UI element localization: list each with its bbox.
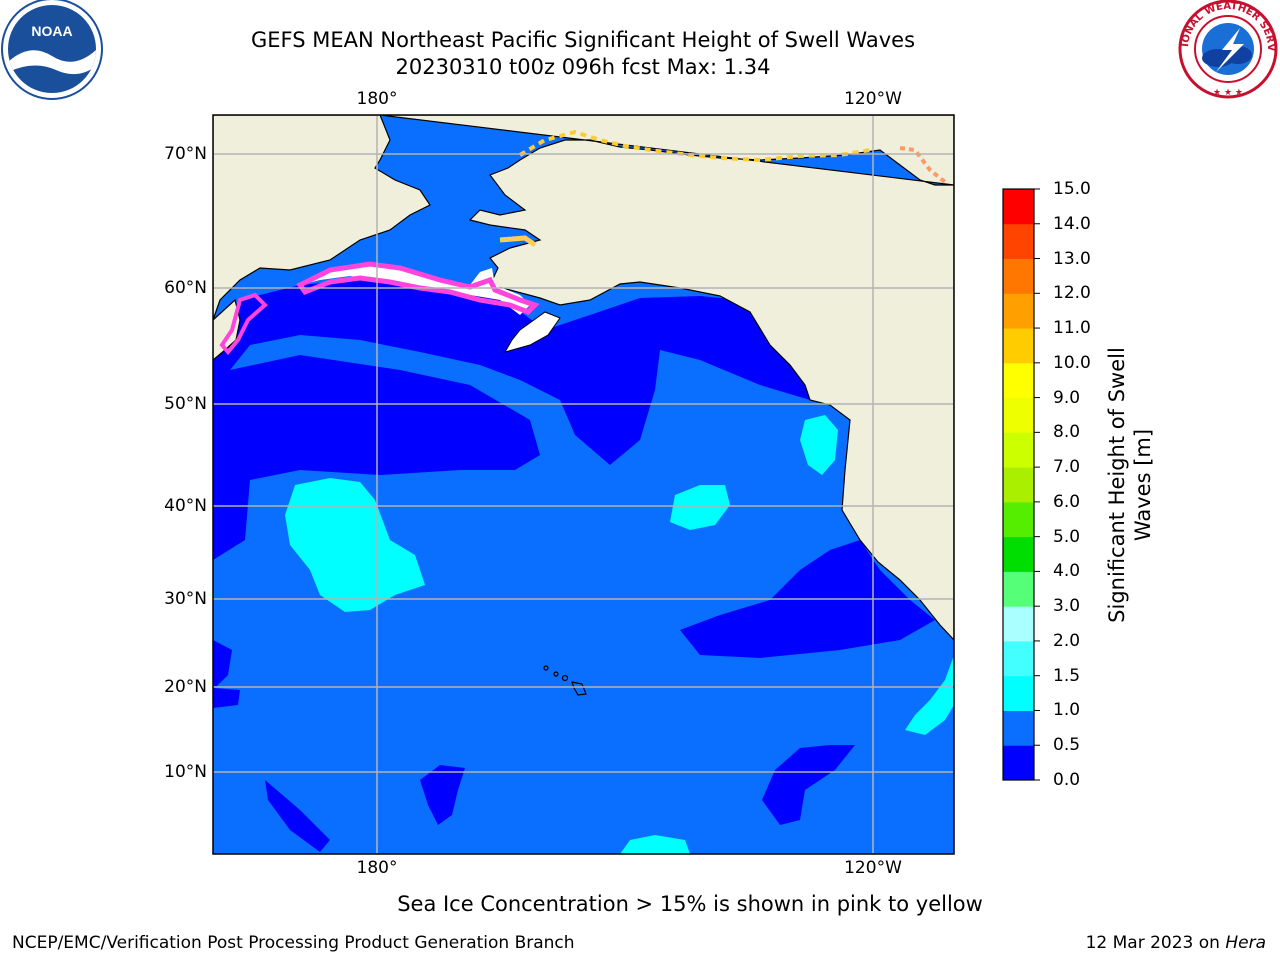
lat-tick-40n: 40°N — [164, 496, 207, 516]
colorbar-segment — [1003, 745, 1034, 781]
sea-ice-edge-kamchatka — [219, 292, 268, 356]
colorbar-tick-label: 0.0 — [1053, 770, 1081, 790]
colorbar-tick-label: 0.5 — [1053, 735, 1081, 756]
land-chukotka — [213, 115, 431, 321]
colorbar-tick-label: 13.0 — [1053, 248, 1091, 269]
high-swell-region-southeast — [905, 655, 954, 735]
date-line: 12 Mar 2023 on Hera — [1086, 933, 1266, 953]
noaa-logo: NOAA — [1, 0, 103, 100]
colorbar-tick-label: 5.0 — [1053, 526, 1081, 547]
colorbar-tick-label: 15.0 — [1053, 179, 1091, 199]
sea-ice-bering-strait — [499, 235, 537, 248]
colorbar-segment — [1003, 571, 1034, 607]
lat-tick-30n: 30°N — [164, 589, 207, 609]
nws-logo-text: NATIONAL WEATHER SERVICE — [0, 0, 1276, 52]
low-swell-streak — [265, 780, 330, 852]
colorbar-segment — [1003, 710, 1034, 746]
credit-line: NCEP/EMC/Verification Post Processing Pr… — [12, 933, 575, 953]
colorbar-segment — [1003, 606, 1034, 642]
colorbar-segment — [1003, 258, 1034, 294]
colorbar-segment — [1003, 675, 1034, 711]
ice-zone-cook-inlet — [503, 311, 561, 353]
svg-text:★ ★ ★: ★ ★ ★ — [1213, 88, 1243, 98]
colorbar-tick-label: 8.0 — [1053, 422, 1081, 443]
colorbar-segment — [1003, 293, 1034, 329]
colorbar-segment — [1003, 328, 1034, 364]
land-alaska-canada — [379, 115, 954, 641]
sea-ice-arctic-east — [899, 146, 947, 184]
colorbar-tick-label: 11.0 — [1053, 318, 1091, 339]
date-text: 12 Mar 2023 on — [1085, 933, 1226, 953]
ice-zone-bering — [300, 262, 530, 315]
lat-tick-60n: 60°N — [164, 278, 207, 298]
low-swell-patch-west-2 — [213, 688, 240, 708]
colorbar-tick-label: 7.0 — [1053, 457, 1081, 478]
colorbar-tick-label: 1.5 — [1053, 665, 1081, 686]
high-swell-region-south — [620, 835, 690, 854]
lat-tick-50n: 50°N — [164, 394, 207, 414]
colorbar-segment — [1003, 223, 1034, 260]
nws-logo: NATIONAL WEATHER SERVICE ★ ★ ★ — [0, 0, 1278, 99]
colorbar-frame — [1002, 188, 1035, 781]
lon-tick-top-120w: 120°W — [844, 89, 902, 109]
colorbar-segment — [1003, 536, 1034, 572]
colorbar-tick-label: 3.0 — [1053, 596, 1081, 617]
colorbar-tick-label: 12.0 — [1053, 283, 1091, 304]
colorbar-segment — [1003, 640, 1034, 677]
lon-tick-bottom-120w: 120°W — [844, 858, 902, 878]
colorbar-label: Significant Height of Swell Waves [m] — [1105, 347, 1155, 623]
lat-tick-70n: 70°N — [164, 144, 207, 164]
high-swell-region-coast — [800, 415, 838, 475]
chart-title: GEFS MEAN Northeast Pacific Significant … — [250, 28, 916, 52]
colorbar — [1003, 188, 1040, 781]
low-swell-patch-south — [420, 765, 465, 825]
machine-name: Hera — [1225, 933, 1266, 953]
noaa-logo-text: NOAA — [31, 23, 72, 39]
lon-tick-bottom-180: 180° — [356, 858, 398, 878]
colorbar-tick-label: 14.0 — [1053, 213, 1091, 234]
chart-subtitle: 20230310 t00z 096h fcst Max: 1.34 — [395, 55, 771, 79]
colorbar-segment — [1003, 467, 1034, 503]
colorbar-segment — [1003, 432, 1034, 468]
colorbar-tick-label: 10.0 — [1053, 352, 1091, 373]
low-swell-patch-southeast — [762, 745, 855, 825]
colorbar-tick-label: 4.0 — [1053, 561, 1081, 582]
colorbar-tick-label: 2.0 — [1053, 630, 1081, 651]
lat-tick-10n: 10°N — [164, 762, 207, 782]
colorbar-segment — [1003, 189, 1034, 225]
map-field — [213, 115, 954, 854]
sea-ice-note: Sea Ice Concentration > 15% is shown in … — [397, 892, 983, 916]
colorbar-tick-label: 1.0 — [1053, 700, 1081, 721]
lat-tick-20n: 20°N — [164, 677, 207, 697]
high-swell-region-central — [670, 485, 730, 530]
sea-ice-edge-bering — [296, 261, 540, 315]
colorbar-tick-label: 9.0 — [1053, 387, 1081, 408]
colorbar-segment — [1003, 501, 1034, 538]
low-swell-patch-west — [213, 640, 232, 690]
lon-tick-top-180: 180° — [356, 89, 398, 109]
low-swell-region-north — [213, 278, 810, 560]
colorbar-tick-label: 6.0 — [1053, 491, 1081, 512]
high-swell-region-west — [285, 478, 425, 612]
gridlines — [213, 115, 954, 854]
sea-ice-arctic — [518, 129, 871, 163]
map-frame — [212, 114, 955, 855]
colorbar-segment — [1003, 362, 1034, 399]
colorbar-segment — [1003, 397, 1034, 433]
